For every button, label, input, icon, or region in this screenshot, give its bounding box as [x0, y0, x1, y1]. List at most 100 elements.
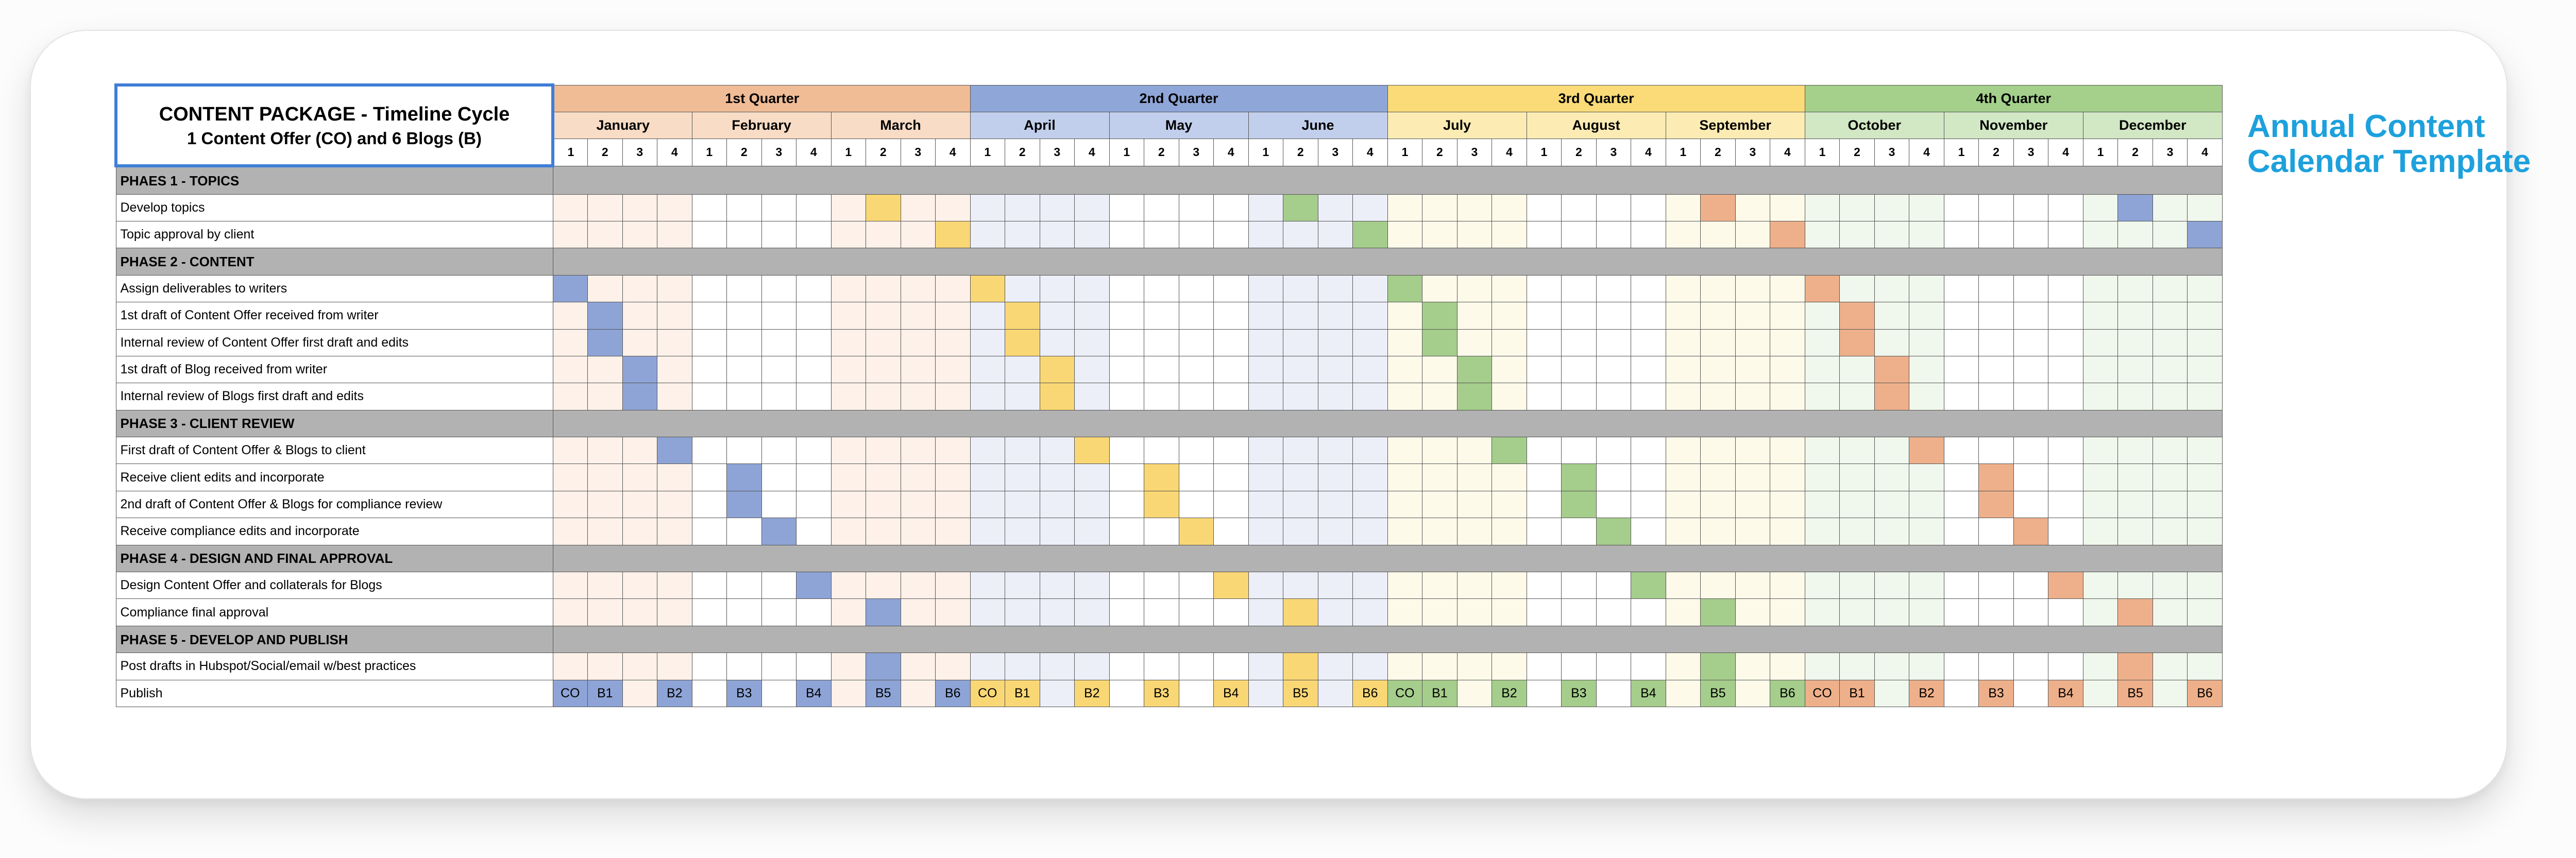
scheduled-cell [2013, 518, 2049, 545]
week-cell [1422, 355, 1458, 384]
month-header: December [2082, 111, 2223, 140]
week-cell [1665, 329, 1701, 356]
week-cell [1804, 490, 1840, 519]
week-cell [866, 490, 901, 519]
week-cell [1874, 490, 1910, 519]
week-cell [831, 302, 866, 330]
week-cell [1735, 490, 1771, 519]
week-cell [831, 329, 866, 356]
week-cell [1770, 383, 1805, 410]
week-cell [2152, 220, 2188, 249]
week-cell [1248, 355, 1283, 384]
week-cell [1526, 383, 1562, 410]
week-cell [761, 302, 796, 330]
week-cell [1526, 518, 1562, 545]
week-cell [2082, 274, 2119, 303]
week-cell [1804, 464, 1840, 491]
week-cell [831, 194, 866, 221]
publish-cell [622, 679, 657, 707]
week-cell [1074, 490, 1110, 519]
week-cell [1213, 490, 1249, 519]
week-cell [1596, 220, 1632, 249]
week-cell [726, 383, 762, 410]
week-cell [1283, 490, 1318, 519]
week-cell [1109, 274, 1144, 303]
week-header: 3 [622, 139, 657, 166]
week-cell [1074, 464, 1110, 491]
week-cell [1700, 302, 1736, 330]
publish-cell [1248, 679, 1283, 707]
week-cell [900, 329, 936, 356]
week-cell [726, 329, 762, 356]
week-cell [691, 274, 727, 303]
publish-cell [2152, 679, 2188, 707]
week-cell [1943, 598, 1979, 626]
week-cell [1526, 194, 1562, 221]
publish-cell: B5 [1283, 679, 1318, 707]
week-header: 1 [691, 139, 727, 166]
week-cell [1109, 490, 1144, 519]
week-cell [831, 464, 866, 491]
week-cell [587, 194, 623, 221]
week-cell [1456, 653, 1493, 680]
scheduled-cell [622, 355, 657, 384]
week-cell [1387, 437, 1423, 465]
week-header: 4 [1631, 139, 1666, 166]
week-cell [2187, 194, 2223, 221]
week-cell [1492, 464, 1527, 491]
week-cell [935, 464, 971, 491]
month-header: April [970, 111, 1110, 140]
week-cell [2082, 437, 2119, 465]
phase-row: PHASE 4 - DESIGN AND FINAL APPROVAL [115, 544, 2223, 573]
week-cell [1665, 653, 1701, 680]
publish-cell: CO [970, 679, 1005, 707]
week-cell [900, 194, 936, 221]
task-label: Internal review of Blogs first draft and… [115, 383, 553, 410]
week-cell [1631, 355, 1666, 384]
week-cell [1492, 329, 1527, 356]
quarter-header: 1st Quarter [552, 84, 971, 112]
week-header: 3 [1317, 139, 1353, 166]
week-cell [935, 653, 971, 680]
week-cell [657, 329, 692, 356]
week-cell [1178, 464, 1214, 491]
week-cell [1492, 302, 1527, 330]
week-cell [587, 464, 623, 491]
publish-cell: B4 [1213, 679, 1249, 707]
week-cell [726, 355, 762, 384]
publish-cell: B1 [587, 679, 623, 707]
week-cell [796, 383, 832, 410]
week-cell [900, 598, 936, 626]
week-cell [761, 437, 796, 465]
week-cell [2048, 490, 2083, 519]
publish-cell [2013, 679, 2049, 707]
week-cell [1735, 572, 1771, 599]
week-cell [1665, 518, 1701, 545]
week-cell [1213, 437, 1249, 465]
week-cell [1596, 653, 1632, 680]
scheduled-cell [726, 490, 762, 519]
week-cell [1804, 355, 1840, 384]
week-cell [1735, 598, 1771, 626]
week-cell [1213, 194, 1249, 221]
week-cell [622, 464, 657, 491]
week-cell [900, 437, 936, 465]
week-cell [1735, 464, 1771, 491]
week-cell [1874, 518, 1910, 545]
task-label: Develop topics [115, 194, 553, 221]
week-cell [1631, 329, 1666, 356]
publish-cell: B5 [2117, 679, 2153, 707]
week-header: 2 [726, 139, 762, 166]
publish-cell: B3 [726, 679, 762, 707]
week-header: 2 [1978, 139, 2014, 166]
week-cell [552, 653, 588, 680]
week-header: 1 [1387, 139, 1423, 166]
week-cell [1352, 302, 1388, 330]
week-cell [935, 383, 971, 410]
week-cell [796, 329, 832, 356]
week-cell [1248, 302, 1283, 330]
week-cell [1387, 383, 1423, 410]
week-cell [726, 437, 762, 465]
week-cell [1109, 653, 1144, 680]
week-header: 3 [1735, 139, 1771, 166]
